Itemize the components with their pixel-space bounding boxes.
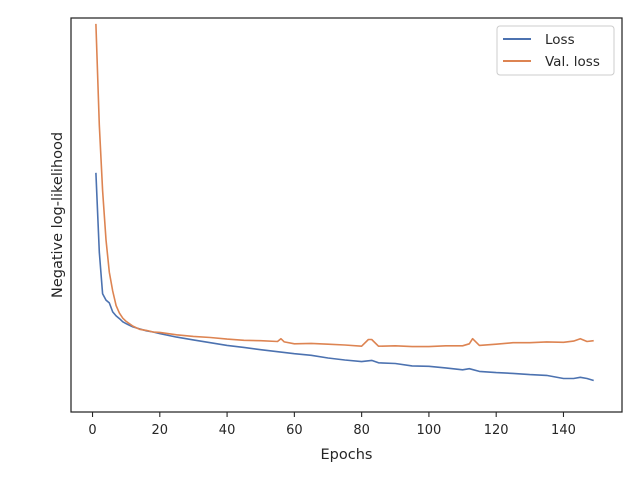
legend: Loss Val. loss [496,25,615,76]
legend-label-val-loss: Val. loss [545,54,600,70]
x-tick-label: 0 [88,423,96,438]
x-tick-label: 80 [353,423,370,438]
x-tick-label: 100 [417,423,442,438]
series-line-loss [95,172,594,382]
series-layer [95,23,594,382]
series-line-val-loss [95,23,594,348]
x-axis-ticks: 0 20 40 60 80 100 120 140 [88,412,576,438]
x-axis-title: Epochs [321,447,373,463]
x-tick-label: 20 [152,423,169,438]
legend-label-loss: Loss [545,32,575,48]
x-tick-label: 40 [219,423,236,438]
x-tick-label: 140 [551,423,576,438]
y-axis-title: Negative log-likelihood [50,132,66,298]
axes-frame [70,17,623,413]
plot-area [71,18,622,412]
x-tick-label: 120 [484,423,509,438]
x-tick-label: 60 [286,423,303,438]
